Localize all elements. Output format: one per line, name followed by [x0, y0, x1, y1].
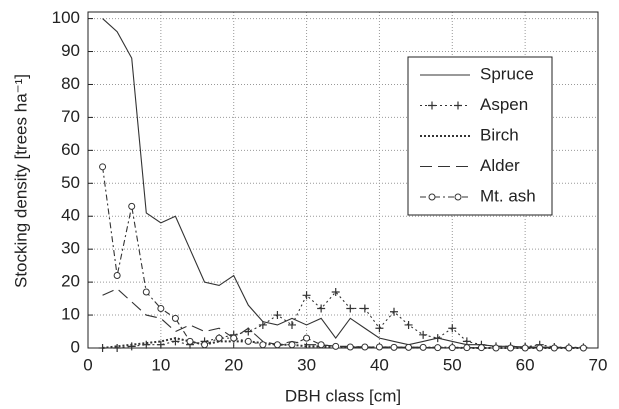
marker: [463, 344, 471, 352]
legend-label: Mt. ash: [480, 186, 536, 205]
marker: [157, 304, 165, 312]
x-tick-label: 0: [83, 355, 92, 374]
marker: [230, 334, 238, 342]
marker: [259, 341, 267, 349]
legend-marker: [454, 193, 462, 201]
legend-marker: [454, 101, 462, 110]
y-tick-label: 0: [71, 337, 80, 356]
marker: [536, 344, 544, 352]
marker: [288, 320, 296, 329]
legend-label: Aspen: [480, 95, 528, 114]
marker: [331, 288, 340, 296]
x-tick-label: 20: [224, 355, 243, 374]
legend-label: Birch: [480, 125, 519, 144]
marker: [113, 344, 122, 352]
marker: [550, 344, 558, 352]
marker: [477, 344, 485, 352]
legend-label: Alder: [480, 156, 520, 175]
series-line: [102, 18, 584, 349]
y-tick-label: 40: [61, 206, 80, 225]
marker: [507, 344, 515, 352]
marker: [99, 163, 107, 171]
marker: [156, 340, 165, 349]
marker: [579, 344, 587, 352]
marker: [404, 320, 413, 329]
y-tick-label: 90: [61, 41, 80, 60]
marker: [317, 304, 326, 313]
x-axis-label: DBH class [cm]: [285, 386, 401, 405]
marker: [346, 304, 355, 313]
marker: [288, 341, 296, 349]
marker: [419, 330, 428, 339]
legend-label: Spruce: [480, 64, 534, 83]
legend-marker: [428, 193, 436, 201]
x-tick-label: 70: [589, 355, 608, 374]
marker: [142, 288, 150, 296]
marker: [186, 337, 194, 345]
marker: [448, 324, 457, 333]
series-line: [102, 166, 584, 349]
marker: [113, 272, 121, 280]
y-tick-label: 70: [61, 107, 80, 126]
x-tick-label: 50: [443, 355, 462, 374]
marker: [317, 341, 325, 349]
series-line: [102, 337, 584, 349]
x-tick-label: 40: [370, 355, 389, 374]
marker: [142, 340, 151, 349]
marker: [419, 343, 427, 351]
y-tick-label: 10: [61, 305, 80, 324]
marker: [171, 314, 179, 322]
marker: [375, 343, 383, 351]
legend-marker: [428, 101, 436, 110]
y-tick-label: 50: [61, 173, 80, 192]
marker: [565, 344, 573, 352]
marker: [521, 344, 529, 352]
x-tick-label: 10: [151, 355, 170, 374]
marker: [273, 311, 282, 320]
y-tick-label: 100: [52, 8, 80, 27]
marker: [360, 304, 369, 313]
marker: [244, 337, 252, 345]
series-line: [102, 291, 584, 349]
marker: [127, 342, 136, 351]
marker: [98, 344, 107, 352]
marker: [273, 341, 281, 349]
marker: [390, 343, 398, 351]
y-tick-label: 20: [61, 272, 80, 291]
marker: [462, 337, 471, 346]
marker: [303, 334, 311, 342]
marker: [434, 344, 442, 352]
marker: [215, 334, 223, 342]
marker: [448, 344, 456, 352]
x-tick-label: 60: [516, 355, 535, 374]
y-tick-label: 80: [61, 74, 80, 93]
marker: [302, 291, 311, 300]
y-tick-label: 60: [61, 140, 80, 159]
marker: [405, 343, 413, 351]
marker: [128, 202, 136, 210]
x-tick-label: 30: [297, 355, 316, 374]
marker: [433, 334, 442, 343]
marker: [258, 320, 267, 329]
plot-frame: [87, 11, 599, 349]
marker: [375, 324, 384, 333]
y-tick-label: 30: [61, 239, 80, 258]
marker: [346, 343, 354, 351]
marker: [492, 344, 500, 352]
marker: [390, 307, 398, 316]
marker: [361, 343, 369, 351]
marker: [332, 342, 340, 350]
marker: [201, 341, 209, 349]
y-axis-label: Stocking density [trees ha⁻¹]: [11, 74, 30, 288]
